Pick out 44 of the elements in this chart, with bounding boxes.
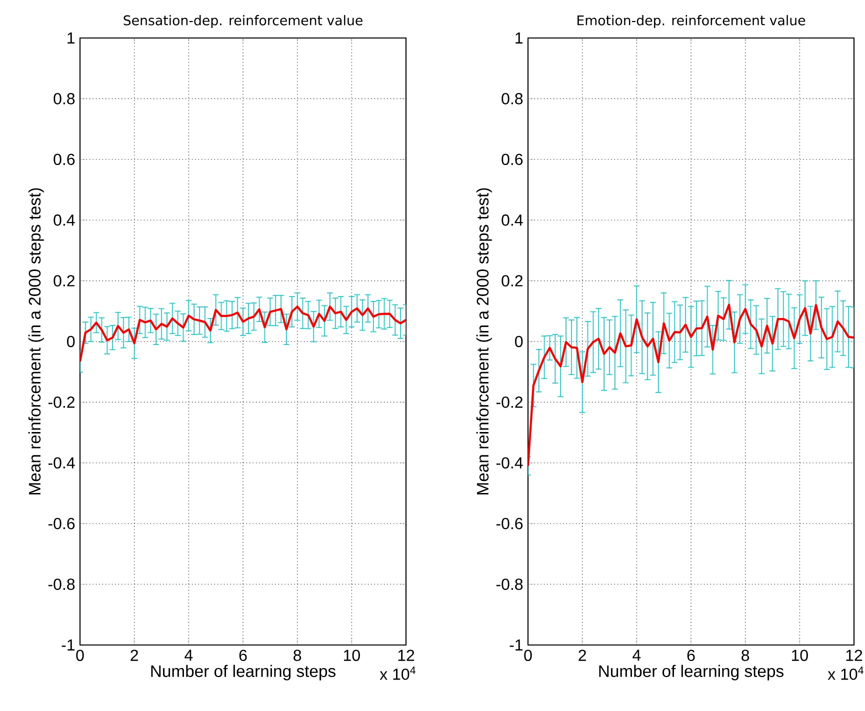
y-axis-title: Mean reinforcement (in a 2000 steps test) xyxy=(28,188,44,494)
y-tick-label: -0.6 xyxy=(496,518,523,530)
x-tick-label: 10 xyxy=(344,650,360,662)
x-tick-label: 4 xyxy=(632,650,641,661)
y-tick-label: 0 xyxy=(67,336,75,348)
y-tick-label: 1 xyxy=(516,32,523,44)
x-tick-label: 12 xyxy=(846,650,862,661)
x-tick-label: 10 xyxy=(792,650,808,662)
y-tick-label: -0.4 xyxy=(496,457,523,469)
text: x 10$^{4}$ xyxy=(828,666,864,680)
y-tick-label: 0.6 xyxy=(502,154,523,166)
x-tick-label: 2 xyxy=(130,650,138,661)
y-tick-label: -0.8 xyxy=(496,578,523,590)
x-tick-label: 8 xyxy=(294,650,302,662)
y-tick-label: 0.2 xyxy=(54,275,74,286)
x-tick-label: 12 xyxy=(398,650,414,661)
x-tick-label: 0 xyxy=(76,650,84,662)
y-tick-label: 0.2 xyxy=(502,275,522,286)
x-tick-label: 8 xyxy=(742,650,750,662)
x-tick-label: 6 xyxy=(239,650,247,662)
y-tick-label: 0.8 xyxy=(502,93,523,104)
y-tick-label: -0.2 xyxy=(496,396,522,408)
chart-title: Emotion-dep. reinforcement value xyxy=(578,15,806,28)
x-tick-label: 6 xyxy=(687,650,695,662)
y-tick-label: -0.2 xyxy=(48,396,74,408)
y-tick-label: 0.4 xyxy=(54,214,75,226)
y-tick-label: -0.8 xyxy=(48,578,75,590)
y-tick-label: -0.6 xyxy=(48,518,75,530)
y-tick-label: 0.8 xyxy=(54,93,75,104)
x-axis-title: Number of learning steps xyxy=(151,664,336,680)
x-tick-label: 2 xyxy=(578,650,586,661)
y-tick-label: -1 xyxy=(510,639,523,650)
y-tick-label: 0.6 xyxy=(54,154,75,166)
y-tick-label: 0.4 xyxy=(502,214,523,226)
y-tick-label: 1 xyxy=(68,32,75,44)
y-axis-title: Mean reinforcement (in a 2000 steps test) xyxy=(476,188,492,494)
x-tick-label: 4 xyxy=(184,650,193,661)
chart-title: Sensation-dep. reinforcement value xyxy=(124,15,362,28)
y-tick-label: -0.4 xyxy=(48,457,75,469)
x-tick-label: 0 xyxy=(524,650,532,662)
y-tick-label: -1 xyxy=(62,639,75,650)
text: x 10$^{4}$ xyxy=(380,666,416,680)
y-tick-label: 0 xyxy=(515,336,523,348)
x-axis-title: Number of learning steps xyxy=(599,664,784,680)
